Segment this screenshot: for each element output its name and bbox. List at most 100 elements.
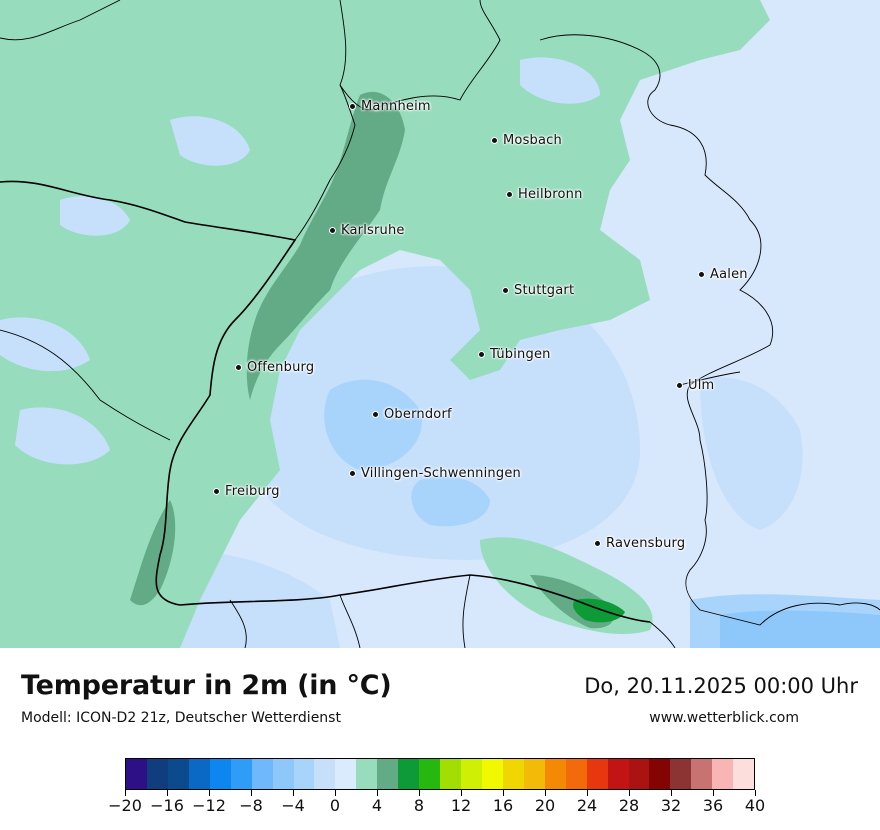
city-marker: Offenburg xyxy=(235,360,314,375)
border-bw-hessen xyxy=(339,0,501,111)
colorbar-segment xyxy=(126,759,147,789)
cold-area-east xyxy=(700,377,803,530)
colorbar-tick xyxy=(754,790,756,796)
colorbar-segment xyxy=(356,759,378,789)
city-label: Mosbach xyxy=(503,133,562,148)
city-marker: Villingen-Schwenningen xyxy=(349,466,521,481)
city-dot xyxy=(491,137,498,144)
colorbar-tick-label: 28 xyxy=(618,796,640,815)
temperature-colorbar xyxy=(125,758,755,790)
border-switzerland xyxy=(179,574,651,623)
city-dot xyxy=(594,540,601,547)
colorbar-tick xyxy=(334,790,336,796)
colorbar-tick xyxy=(544,790,546,796)
map-title: Temperatur in 2m (in °C) xyxy=(21,670,392,701)
colorbar-segment xyxy=(146,759,168,789)
city-marker: Ravensburg xyxy=(594,536,685,551)
colorbar-segment xyxy=(419,759,441,789)
colorbar-segment xyxy=(440,759,461,789)
colorbar-segment xyxy=(691,759,713,789)
model-subtitle: Modell: ICON-D2 21z, Deutscher Wetterdie… xyxy=(21,710,341,726)
colorbar-segment xyxy=(712,759,734,789)
colorbar-tick-label: −8 xyxy=(239,796,263,815)
map-footer: Temperatur in 2m (in °C) Modell: ICON-D2… xyxy=(0,648,880,830)
city-label: Aalen xyxy=(710,267,748,282)
city-label: Villingen-Schwenningen xyxy=(361,466,521,481)
colorbar-tick xyxy=(670,790,672,796)
city-dot xyxy=(506,191,513,198)
colorbar-segment xyxy=(209,759,231,789)
border-bw-rlp xyxy=(294,84,356,241)
cold-island-3 xyxy=(15,407,110,465)
colorbar-segment xyxy=(649,759,671,789)
colorbar-tick xyxy=(712,790,714,796)
cold-island-1 xyxy=(170,116,250,166)
border-austria xyxy=(649,602,880,648)
colorbar-tick-label: −4 xyxy=(281,796,305,815)
colorbar-segment xyxy=(565,759,587,789)
warm-area-upper-rhine-south xyxy=(130,500,176,606)
cold-area-mid-blue-2 xyxy=(411,476,490,527)
colorbar-tick-label: 40 xyxy=(744,796,766,815)
warm-area-north xyxy=(0,0,770,648)
city-marker: Ulm xyxy=(676,378,714,393)
city-dot xyxy=(676,382,683,389)
colorbar-segment xyxy=(461,759,482,789)
colorbar-tick-label: 16 xyxy=(492,796,514,815)
colorbar-segment xyxy=(335,759,357,789)
city-dot xyxy=(235,364,242,371)
cold-area-mid-blue xyxy=(324,379,422,470)
city-label: Offenburg xyxy=(247,360,315,375)
forecast-datetime: Do, 20.11.2025 00:00 Uhr xyxy=(584,674,858,698)
colorbar-tick-label: −16 xyxy=(150,796,184,815)
colorbar-tick xyxy=(418,790,420,796)
city-label: Stuttgart xyxy=(514,283,575,298)
colorbar-tick-label: −12 xyxy=(192,796,226,815)
colorbar-segment xyxy=(188,759,210,789)
city-marker: Mosbach xyxy=(491,133,562,148)
website-label: www.wetterblick.com xyxy=(649,710,799,726)
colorbar-tick xyxy=(208,790,210,796)
colorbar-segment xyxy=(502,759,524,789)
river-danube xyxy=(679,371,741,386)
city-marker: Heilbronn xyxy=(506,187,583,202)
border-bw-bavaria xyxy=(539,34,774,611)
border-germany-france xyxy=(0,180,297,606)
colorbar-tick-label: 4 xyxy=(371,796,383,815)
colorbar-tick-label: 8 xyxy=(413,796,425,815)
city-marker: Stuttgart xyxy=(502,283,574,298)
colorbar-segment xyxy=(251,759,273,789)
colorbar-tick-label: 0 xyxy=(329,796,341,815)
city-marker: Freiburg xyxy=(213,484,280,499)
colorbar-tick xyxy=(250,790,252,796)
city-dot xyxy=(698,271,705,278)
city-dot xyxy=(329,227,336,234)
colorbar-tick-label: 36 xyxy=(702,796,724,815)
city-dot xyxy=(349,103,356,110)
colorbar-segment xyxy=(523,759,545,789)
colorbar-tick xyxy=(502,790,504,796)
city-marker: Mannheim xyxy=(349,99,431,114)
city-label: Karlsruhe xyxy=(341,223,405,238)
colorbar-tick-label: 20 xyxy=(534,796,556,815)
colorbar-tick xyxy=(166,790,168,796)
state-borders xyxy=(0,0,880,648)
colorbar-segment xyxy=(586,759,608,789)
colorbar-tick-label: −20 xyxy=(108,796,142,815)
colorbar-segment xyxy=(544,759,566,789)
colorbar-tick xyxy=(628,790,630,796)
city-label: Mannheim xyxy=(361,99,431,114)
cold-area-light-blue xyxy=(253,266,640,560)
city-marker: Tübingen xyxy=(478,347,551,362)
city-marker: Karlsruhe xyxy=(329,223,405,238)
colorbar-segment xyxy=(377,759,399,789)
temperature-map: Mannheim Mosbach Heilbronn Karlsruhe Aal… xyxy=(0,0,880,648)
city-dot xyxy=(502,287,509,294)
colorbar-segment xyxy=(670,759,692,789)
colorbar-tick-label: 24 xyxy=(576,796,598,815)
city-label: Heilbronn xyxy=(518,187,583,202)
cold-island-5 xyxy=(0,317,90,372)
colorbar-segment xyxy=(293,759,315,789)
border-alsace-region xyxy=(0,329,171,441)
colorbar-segment xyxy=(481,759,503,789)
